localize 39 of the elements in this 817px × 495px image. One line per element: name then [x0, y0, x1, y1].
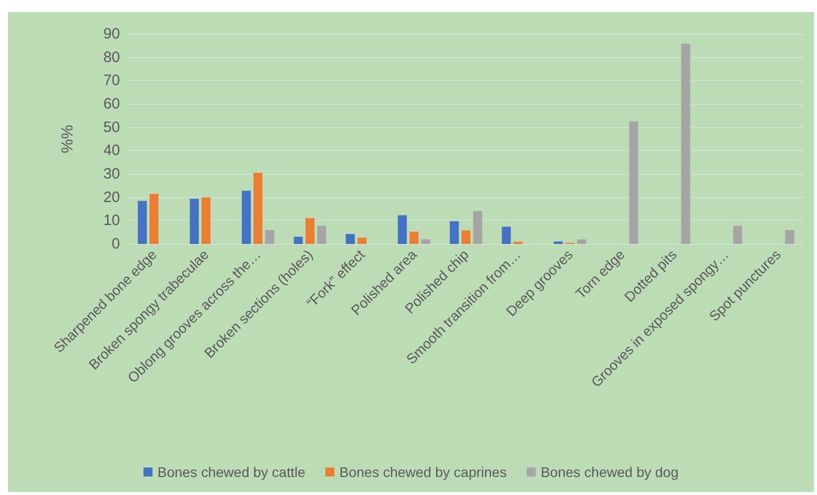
- bar: [502, 226, 511, 244]
- bar: [554, 241, 563, 244]
- bar: [629, 121, 638, 244]
- y-tick-label: 80: [103, 48, 120, 66]
- bar: [462, 230, 470, 244]
- bar: [785, 230, 794, 244]
- y-tick-label: 90: [103, 26, 120, 42]
- bar: [190, 198, 199, 244]
- bar: [265, 230, 274, 244]
- bar: [317, 226, 326, 244]
- bar: [733, 226, 742, 244]
- y-tick-label: 50: [103, 118, 120, 136]
- bar: [358, 238, 366, 244]
- bar: [150, 194, 158, 244]
- y-tick-label: 30: [103, 166, 120, 182]
- bar: [410, 232, 418, 244]
- bar: [202, 197, 210, 244]
- legend-label: Bones chewed by dog: [540, 464, 678, 480]
- y-tick-label: 20: [103, 188, 120, 206]
- y-tick-label: 10: [103, 212, 120, 230]
- bar: [473, 211, 482, 244]
- bar: [577, 239, 586, 244]
- legend-label: Bones chewed by cattle: [158, 464, 306, 480]
- bar: [306, 218, 314, 244]
- bar: [254, 172, 262, 244]
- bar: [421, 239, 430, 244]
- bar: [450, 221, 459, 244]
- y-tick-label: 40: [103, 142, 120, 160]
- y-axis-title: %%: [60, 124, 76, 154]
- legend-label: Bones chewed by caprines: [339, 464, 507, 480]
- y-tick-label: 70: [103, 72, 120, 90]
- y-tick-label: 0: [112, 236, 120, 252]
- bar: [242, 190, 251, 244]
- bar: [681, 44, 690, 244]
- bar: [294, 236, 303, 244]
- bar: [398, 215, 407, 244]
- bar: [346, 234, 355, 244]
- bar: [138, 200, 147, 244]
- y-tick-label: 60: [103, 96, 120, 112]
